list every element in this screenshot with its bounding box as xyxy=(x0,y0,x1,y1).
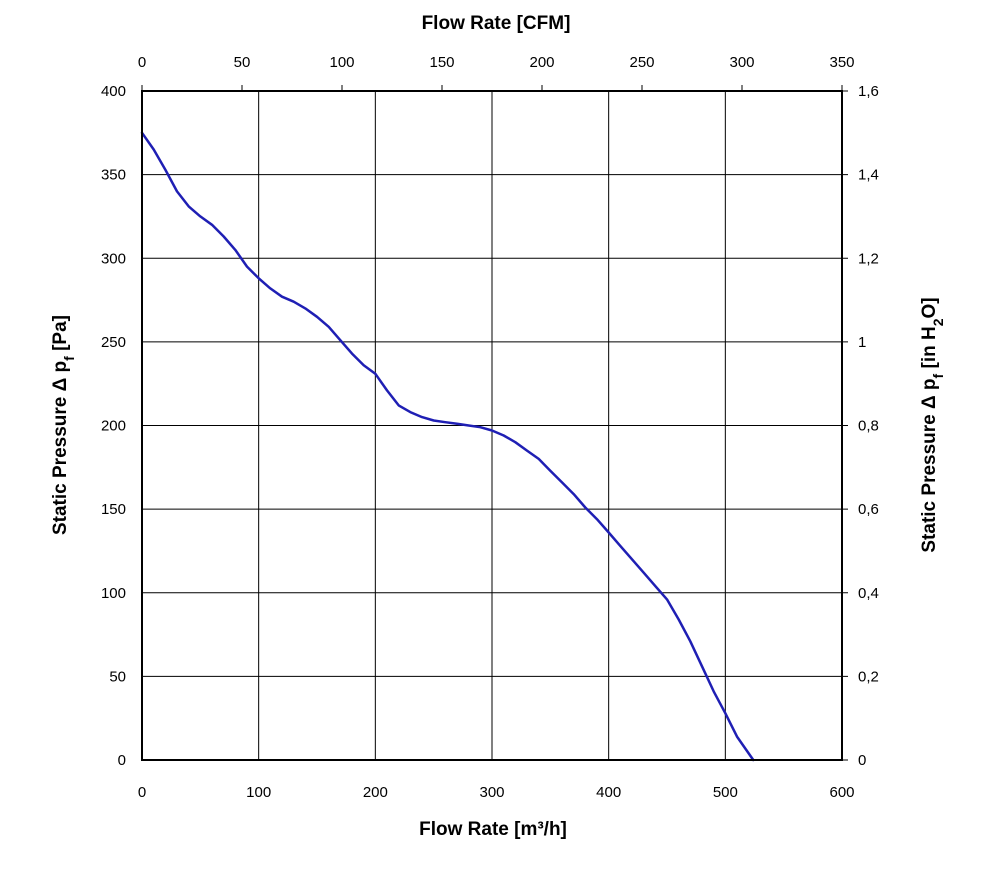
y-left-tick-label: 50 xyxy=(109,668,126,685)
y-right-tick-label: 0,6 xyxy=(858,501,879,518)
x-top-tick-label: 200 xyxy=(529,54,554,71)
left-axis-title: Static Pressure Δ pf [Pa] xyxy=(50,315,77,535)
y-left-tick-label: 150 xyxy=(101,501,126,518)
bottom-axis-title: Flow Rate [m³/h] xyxy=(419,819,567,840)
top-axis-title: Flow Rate [CFM] xyxy=(422,13,571,34)
x-top-tick-label: 350 xyxy=(829,54,854,71)
y-left-tick-label: 200 xyxy=(101,418,126,435)
right-axis-title-sub-2: 2 xyxy=(930,318,946,326)
left-axis-title-p: p xyxy=(50,361,71,378)
y-left-tick-label: 100 xyxy=(101,585,126,602)
right-axis-title-delta: Δ xyxy=(919,395,940,409)
right-axis-title-sub-f: f xyxy=(930,373,946,378)
y-left-tick-label: 300 xyxy=(101,250,126,267)
y-right-tick-label: 1,6 xyxy=(858,83,879,100)
data-series xyxy=(140,131,755,762)
tick-labels: 0 100 200 300 400 500 600050100150200250300350… xyxy=(101,54,879,801)
y-left-tick-label: 400 xyxy=(101,83,126,100)
y-left-tick-label: 0 xyxy=(118,752,126,769)
right-axis-title-unit-b: O] xyxy=(919,297,940,318)
grid-lines xyxy=(141,85,848,761)
x-bottom-tick-label: 600 xyxy=(829,784,854,801)
x-top-tick-label: 150 xyxy=(429,54,454,71)
y-right-tick-label: 0,4 xyxy=(858,585,879,602)
left-axis-title-unit: [Pa] xyxy=(50,315,71,356)
plot-frame xyxy=(141,90,843,761)
right-axis-title-p: p xyxy=(919,378,940,395)
right-axis-title-text: Static Pressure xyxy=(919,409,940,553)
x-bottom-tick-label: 300 xyxy=(479,784,504,801)
x-top-tick-label: 100 xyxy=(329,54,354,71)
pressure-curve-line xyxy=(140,131,755,762)
x-top-tick-label: 50 xyxy=(234,54,251,71)
y-right-tick-label: 1,2 xyxy=(858,250,879,267)
x-top-tick-label: 0 xyxy=(138,54,146,71)
y-left-tick-label: 350 xyxy=(101,167,126,184)
x-top-tick-label: 300 xyxy=(729,54,754,71)
left-axis-title-delta: Δ xyxy=(50,378,71,392)
x-bottom-tick-label: 500 xyxy=(713,784,738,801)
y-right-tick-label: 0,2 xyxy=(858,668,879,685)
x-bottom-tick-label: 100 xyxy=(246,784,271,801)
y-right-tick-label: 1,4 xyxy=(858,167,879,184)
y-right-tick-label: 0,8 xyxy=(858,418,879,435)
y-left-tick-label: 250 xyxy=(101,334,126,351)
y-right-tick-label: 0 xyxy=(858,752,866,769)
left-axis-title-text: Static Pressure xyxy=(50,391,71,535)
right-axis-title-unit-a: [in H xyxy=(919,326,940,374)
x-top-tick-label: 250 xyxy=(629,54,654,71)
x-bottom-tick-label: 0 xyxy=(138,784,146,801)
right-axis-title: Static Pressure Δ pf [in H2O] xyxy=(919,297,946,552)
y-right-tick-label: 1 xyxy=(858,334,866,351)
left-axis-title-sub-f: f xyxy=(61,356,77,361)
x-bottom-tick-label: 200 xyxy=(363,784,388,801)
x-bottom-tick-label: 400 xyxy=(596,784,621,801)
